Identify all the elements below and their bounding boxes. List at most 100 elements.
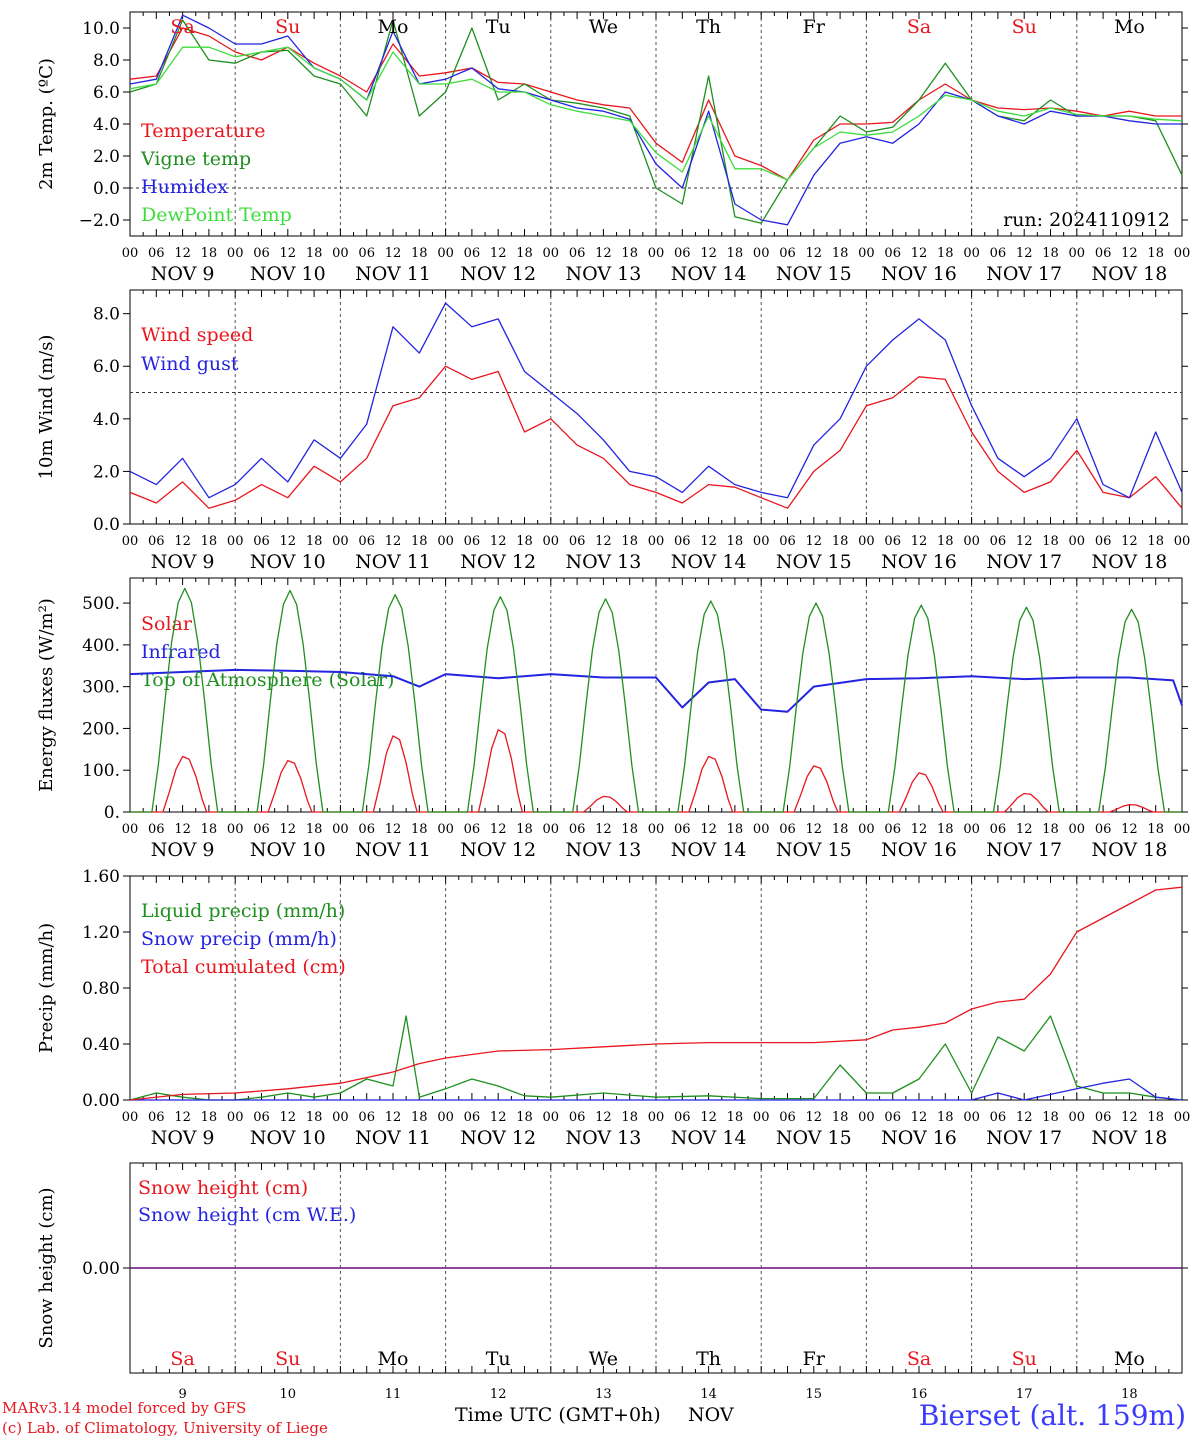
date-label: NOV 17 [986, 551, 1062, 573]
hour-tick-label: 18 [1042, 1110, 1059, 1125]
hour-tick-label: 00 [1069, 1110, 1086, 1125]
legend-entry: Wind gust [141, 353, 239, 375]
hour-tick-label: 06 [884, 246, 901, 261]
day-number-label: 11 [385, 1387, 402, 1402]
day-number-label: 12 [490, 1387, 507, 1402]
series-line [129, 46, 1183, 181]
hour-tick-label: 12 [1016, 534, 1033, 549]
hour-tick-label: 18 [1147, 1110, 1164, 1125]
hour-tick-label: 06 [464, 1110, 481, 1125]
date-label: NOV 18 [1091, 263, 1167, 285]
legend-entry: Solar [141, 613, 193, 635]
hour-tick-label: 12 [385, 1110, 402, 1125]
hour-tick-label: 12 [911, 1110, 928, 1125]
date-label: NOV 10 [250, 839, 326, 861]
y-tick-label: 8.0 [93, 51, 120, 71]
hour-tick-label: 06 [148, 1110, 165, 1125]
date-label: NOV 15 [776, 263, 852, 285]
date-label: NOV 11 [355, 551, 431, 573]
hour-tick-label: 18 [621, 822, 638, 837]
hour-tick-label: 18 [201, 1110, 218, 1125]
date-label: NOV 12 [460, 839, 536, 861]
hour-tick-label: 00 [753, 246, 770, 261]
y-tick-label: 0.0 [93, 515, 120, 535]
date-label: NOV 12 [460, 263, 536, 285]
hour-tick-label: 06 [779, 822, 796, 837]
day-number-label: 17 [1016, 1387, 1033, 1402]
y-tick-label: −2.0 [79, 211, 120, 231]
hour-tick-label: 00 [543, 534, 560, 549]
hour-tick-label: 06 [884, 822, 901, 837]
hour-tick-label: 00 [1174, 822, 1191, 837]
hour-tick-label: 00 [963, 534, 980, 549]
y-tick-label: 1.20 [82, 923, 120, 943]
y-axis-label: Snow height (cm) [36, 1187, 57, 1348]
hour-tick-label: 00 [437, 246, 454, 261]
hour-tick-label: 00 [227, 534, 244, 549]
y-tick-label: 10.0 [82, 19, 120, 39]
hour-tick-label: 06 [674, 822, 691, 837]
date-label: NOV 11 [355, 263, 431, 285]
hour-tick-label: 12 [280, 246, 297, 261]
day-number-label: 10 [280, 1387, 297, 1402]
hour-tick-label: 12 [490, 246, 507, 261]
hour-tick-label: 12 [806, 822, 823, 837]
legend-entry: Top of Atmosphere (Solar) [141, 669, 394, 691]
weekday-label: Su [275, 1348, 300, 1370]
series-line [129, 1015, 1183, 1101]
y-tick-label: 6.0 [93, 357, 120, 377]
hour-tick-label: 18 [832, 1110, 849, 1125]
hour-tick-label: 12 [595, 246, 612, 261]
hour-tick-label: 18 [306, 246, 323, 261]
hour-tick-label: 18 [411, 1110, 428, 1125]
hour-tick-label: 06 [1095, 246, 1112, 261]
hour-tick-label: 00 [858, 534, 875, 549]
lab-credit: (c) Lab. of Climatology, University of L… [2, 1419, 328, 1437]
hour-tick-label: 00 [543, 1110, 560, 1125]
hour-tick-label: 00 [332, 822, 349, 837]
hour-tick-label: 00 [437, 534, 454, 549]
legend-entry: Total cumulated (cm) [141, 956, 346, 978]
y-tick-label: 200. [82, 719, 120, 739]
hour-tick-label: 18 [937, 1110, 954, 1125]
y-tick-label: 4.0 [93, 115, 120, 135]
date-label: NOV 11 [355, 1127, 431, 1149]
hour-tick-label: 06 [569, 534, 586, 549]
panel-4: 1.60 1.20 0.80 0.40 0.00 Precip (mm/h) 00 06 12 1… [36, 867, 1190, 1149]
hour-tick-label: 00 [963, 246, 980, 261]
run-label: run: 2024110912 [1003, 209, 1170, 231]
y-tick-label: 4.0 [93, 410, 120, 430]
weekday-label: We [589, 16, 618, 38]
credits: MARv3.14 model forced by GFS (c) Lab. of… [2, 1398, 328, 1438]
hour-tick-label: 12 [700, 1110, 717, 1125]
weekday-label: Fr [803, 1348, 826, 1370]
hour-tick-label: 00 [543, 822, 560, 837]
hour-tick-label: 06 [148, 246, 165, 261]
hour-tick-label: 18 [201, 534, 218, 549]
hour-tick-label: 12 [595, 534, 612, 549]
hour-tick-label: 18 [1042, 534, 1059, 549]
hour-tick-label: 18 [1147, 534, 1164, 549]
panel-1: 10.0 8.0 6.0 4.0 2.0 0.0 −2.0 2m Temp. (ºC) 00 06… [36, 11, 1190, 285]
hour-tick-label: 06 [884, 534, 901, 549]
series-line [129, 365, 1183, 509]
hour-tick-label: 00 [1174, 1110, 1191, 1125]
y-axis-label: Precip (mm/h) [36, 923, 57, 1053]
legend-entry: Snow precip (mm/h) [141, 928, 337, 950]
date-label: NOV 14 [671, 839, 747, 861]
date-label: NOV 14 [671, 1127, 747, 1149]
hour-tick-label: 18 [621, 246, 638, 261]
y-tick-label: 2.0 [93, 147, 120, 167]
hour-tick-label: 12 [1121, 534, 1138, 549]
date-label: NOV 13 [565, 1127, 641, 1149]
legend-entry: Snow height (cm W.E.) [138, 1204, 356, 1226]
hour-tick-label: 00 [1069, 534, 1086, 549]
hour-tick-label: 06 [674, 534, 691, 549]
legend-entry: Temperature [141, 120, 265, 142]
hour-tick-label: 12 [806, 246, 823, 261]
hour-tick-label: 00 [753, 1110, 770, 1125]
hour-tick-label: 12 [280, 1110, 297, 1125]
hour-tick-label: 00 [963, 822, 980, 837]
hour-tick-label: 00 [648, 534, 665, 549]
legend-entry: DewPoint Temp [141, 204, 292, 226]
